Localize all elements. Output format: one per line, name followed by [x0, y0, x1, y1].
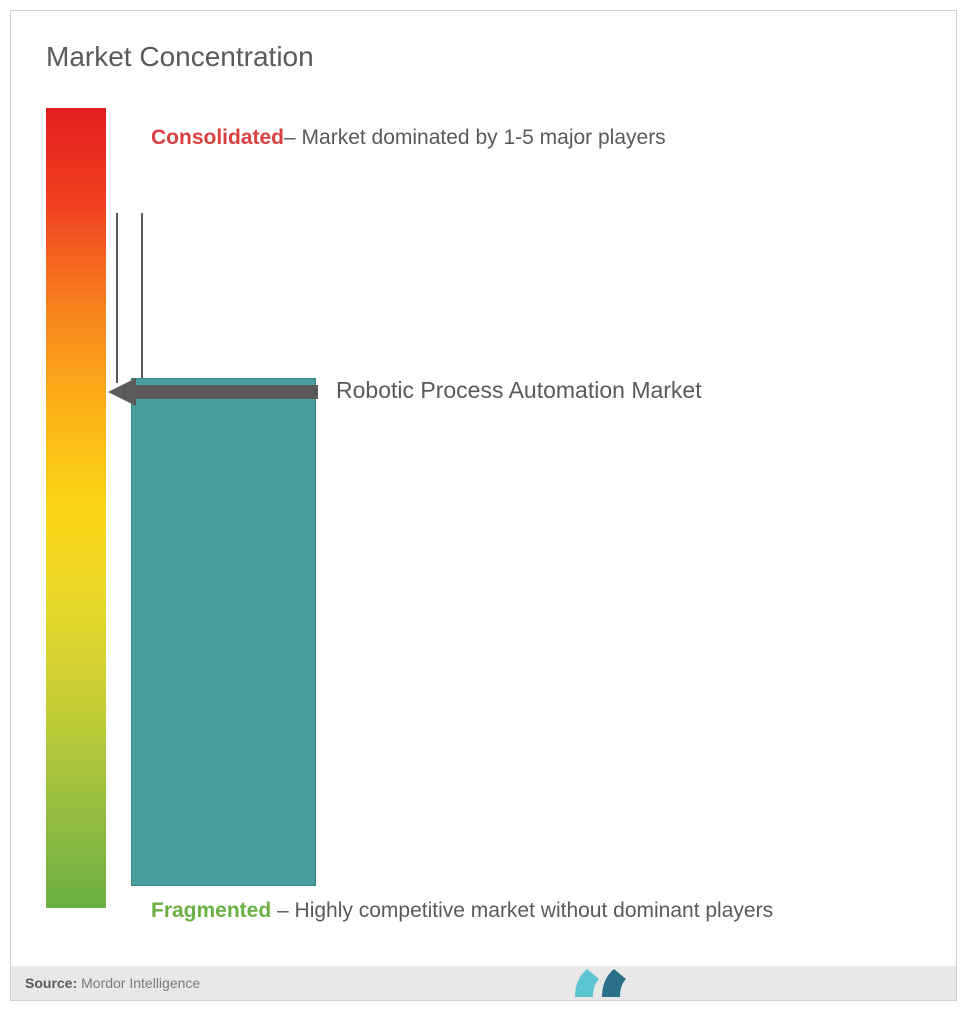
consolidated-label: Consolidated	[151, 126, 284, 149]
market-position-box	[131, 378, 316, 886]
chart-title: Market Concentration	[46, 41, 921, 73]
fragmented-label: Fragmented	[151, 899, 271, 922]
consolidated-desc-text: – Market dominated by 1-5 major players	[284, 126, 666, 149]
consolidated-description: Consolidated– Market dominated by 1-5 ma…	[151, 118, 851, 158]
position-arrow	[108, 378, 318, 406]
gradient-scale-bar	[46, 108, 106, 908]
chart-area: Consolidated– Market dominated by 1-5 ma…	[46, 108, 921, 908]
footer-bar: Source: Mordor Intelligence	[11, 966, 956, 1000]
fragmented-desc-text: – Highly competitive market without domi…	[271, 899, 773, 922]
arrow-head-icon	[108, 378, 136, 406]
source-value: Mordor Intelligence	[81, 975, 200, 991]
connector-lines	[116, 213, 146, 383]
logo-left-icon	[575, 969, 599, 997]
source-label: Source:	[25, 975, 77, 991]
logo-right-icon	[602, 969, 626, 997]
connector-line-1	[116, 213, 118, 383]
brand-logo-icon	[575, 969, 626, 997]
connector-line-2	[141, 213, 143, 383]
fragmented-description: Fragmented – Highly competitive market w…	[151, 891, 901, 931]
chart-container: Market Concentration	[10, 10, 957, 1001]
market-name-label: Robotic Process Automation Market	[336, 377, 702, 404]
arrow-body	[136, 385, 318, 399]
